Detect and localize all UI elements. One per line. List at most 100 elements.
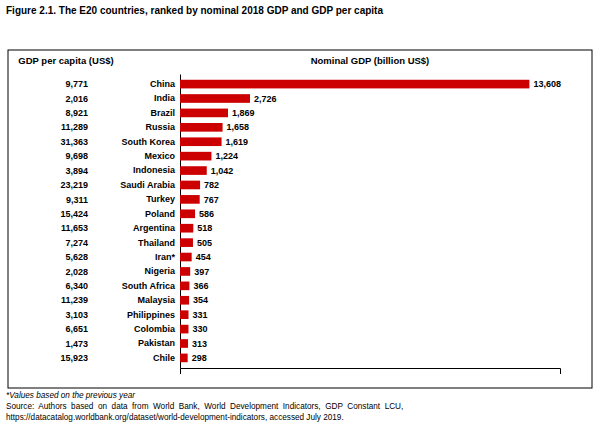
y-tick: Indonesia <box>133 165 176 175</box>
y-tick-label: Pakistan <box>138 338 175 348</box>
data-label: 586 <box>199 209 214 219</box>
y-tick-label: South Africa <box>122 281 176 291</box>
y-tick-label: Saudi Arabia <box>120 180 176 190</box>
y-tick-label: Colombia <box>134 324 176 334</box>
gdp-per-capita-label: 31,363 <box>60 137 88 147</box>
y-tick-label: Mexico <box>144 151 175 161</box>
y-axis: China India Brazil Russia South Korea Mexico I… <box>120 75 180 369</box>
gdp-per-capita-label: 15,923 <box>60 353 88 363</box>
y-tick: Brazil <box>150 108 175 118</box>
gdp-per-capita-label: 23,219 <box>60 180 88 190</box>
y-tick-label: Nigeria <box>144 266 176 276</box>
notes: *Values based on the previous yearSource… <box>6 391 403 422</box>
data-label: 1,224 <box>215 151 238 161</box>
y-tick: Argentina <box>133 223 176 233</box>
x-axis-title: Nominal GDP (billion US$) <box>311 55 430 66</box>
y-tick: China <box>150 79 176 89</box>
data-label: 1,619 <box>226 137 249 147</box>
bar <box>180 339 188 348</box>
y-tick-label: Chile <box>153 353 175 363</box>
gdp-per-capita-column: 9,771 2,016 8,921 11,289 31,363 9,698 3,894 23,… <box>60 79 88 363</box>
chart: Figure 2.1. The E20 countries, ranked by… <box>0 0 600 425</box>
gdp-per-capita-label: 6,340 <box>65 281 88 291</box>
gdp-per-capita-label: 5,628 <box>65 252 88 262</box>
gdp-per-capita-label: 8,921 <box>65 108 88 118</box>
data-label: 354 <box>193 295 208 305</box>
y-tick-label: Russia <box>145 122 176 132</box>
bar <box>180 310 188 319</box>
data-label: 518 <box>197 223 212 233</box>
y-tick-label: Argentina <box>133 223 176 233</box>
data-label: 397 <box>194 267 209 277</box>
y-tick: Russia <box>145 122 176 132</box>
bar <box>180 282 189 291</box>
bars <box>180 80 529 362</box>
y-tick-label: Brazil <box>150 108 175 118</box>
bar <box>180 123 223 132</box>
bar <box>180 94 250 103</box>
y-tick: Thailand <box>138 237 175 247</box>
gdp-per-capita-label: 3,894 <box>65 166 88 176</box>
gdp-per-capita-label: 2,028 <box>65 267 88 277</box>
y-tick: Colombia <box>134 324 176 334</box>
gdp-per-capita-label: 15,424 <box>60 209 88 219</box>
gdp-per-capita-label: 9,311 <box>66 195 88 205</box>
bar <box>180 80 529 89</box>
gdp-per-capita-label: 1,473 <box>65 339 88 349</box>
y-tick-label: Indonesia <box>133 165 176 175</box>
y-tick: Saudi Arabia <box>120 180 176 190</box>
y-tick: Iran* <box>155 252 176 262</box>
data-label: 313 <box>192 339 207 349</box>
data-label: 505 <box>197 238 212 248</box>
bar <box>180 253 192 262</box>
data-label: 330 <box>192 324 207 334</box>
bar <box>180 152 211 161</box>
bar <box>180 209 195 218</box>
gdp-per-capita-label: 2,016 <box>65 94 88 104</box>
data-label: 298 <box>192 353 207 363</box>
bar <box>180 109 228 118</box>
y-tick: Chile <box>153 353 175 363</box>
y-tick: Philippines <box>127 310 175 320</box>
y-tick: Poland <box>145 209 175 219</box>
data-label: 366 <box>193 281 208 291</box>
x-axis <box>181 369 561 375</box>
data-label: 782 <box>204 180 219 190</box>
y-tick-label: Turkey <box>146 194 175 204</box>
y-tick: South Africa <box>122 281 176 291</box>
gdp-per-capita-label: 9,771 <box>65 79 88 89</box>
gdp-per-capita-label: 7,274 <box>65 238 88 248</box>
bar <box>180 238 193 247</box>
y-tick-label: Philippines <box>127 310 175 320</box>
data-label: 1,869 <box>232 108 255 118</box>
title: Figure 2.1. The E20 countries, ranked by… <box>6 5 383 16</box>
footnote: *Values based on the previous year <box>6 391 135 400</box>
y-tick-label: China <box>150 79 176 89</box>
y-axis-line <box>180 75 181 369</box>
y-tick: Turkey <box>146 194 175 204</box>
bar <box>180 354 188 363</box>
bar <box>180 224 193 233</box>
bar <box>180 296 189 305</box>
gdp-per-capita-label: 6,651 <box>65 324 88 334</box>
bar <box>180 137 222 146</box>
column-header: GDP per capita (US$) <box>18 55 113 66</box>
bar <box>180 166 207 175</box>
gdp-per-capita-label: 11,289 <box>61 122 88 132</box>
data-label: 2,726 <box>254 94 277 104</box>
bar <box>180 325 188 334</box>
data-label: 454 <box>196 252 211 262</box>
gdp-per-capita-label: 9,698 <box>65 151 88 161</box>
data-label: 1,658 <box>227 122 250 132</box>
gdp-per-capita-label: 3,103 <box>65 310 88 320</box>
y-tick-label: Malaysia <box>137 295 176 305</box>
y-tick: Nigeria <box>144 266 176 276</box>
y-tick-label: South Korea <box>121 137 175 147</box>
x-axis-line <box>181 369 561 375</box>
gdp-per-capita-label: 11,239 <box>61 295 88 305</box>
bar <box>180 181 200 190</box>
y-tick: Pakistan <box>138 338 175 348</box>
y-tick: India <box>154 93 176 103</box>
y-tick-label: Iran* <box>155 252 176 262</box>
data-label: 13,608 <box>533 79 561 89</box>
